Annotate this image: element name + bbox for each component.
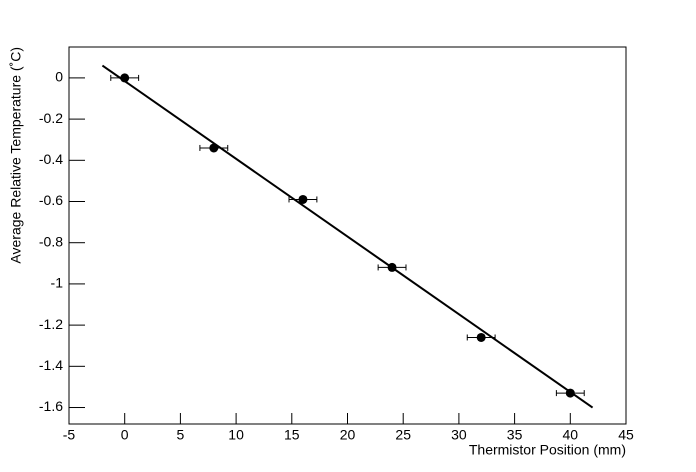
x-tick-label: 20 [340,427,356,443]
x-tick-label: 30 [451,427,467,443]
x-tick-label: 40 [563,427,579,443]
y-axis-label: Average Relative Temperature (˚C) [8,47,24,264]
x-tick-label: 35 [507,427,523,443]
y-tick-label: -1.4 [39,357,63,373]
data-point [565,388,575,398]
data-point [298,194,308,204]
y-tick-label: -1.6 [39,398,63,414]
y-tick-label: -1.2 [39,316,63,332]
x-tick-label: -5 [63,427,76,443]
data-point [476,332,486,342]
y-tick-label: -0.6 [39,192,63,208]
y-tick-label: -0.8 [39,233,63,249]
y-tick-label: -1 [51,275,64,291]
x-tick-label: 5 [177,427,185,443]
x-tick-label: 25 [395,427,411,443]
x-axis-label: Thermistor Position (mm) [469,442,626,458]
x-tick-label: 45 [618,427,634,443]
data-point [120,73,130,83]
fit-line [101,64,594,409]
x-tick-label: 15 [284,427,300,443]
y-tick-label: -0.2 [39,110,63,126]
x-tick-label: 10 [228,427,244,443]
data-point [387,262,397,272]
y-tick-label: 0 [55,69,63,85]
data-point [209,143,219,153]
y-tick-label: -0.4 [39,151,63,167]
x-tick-label: 0 [121,427,129,443]
